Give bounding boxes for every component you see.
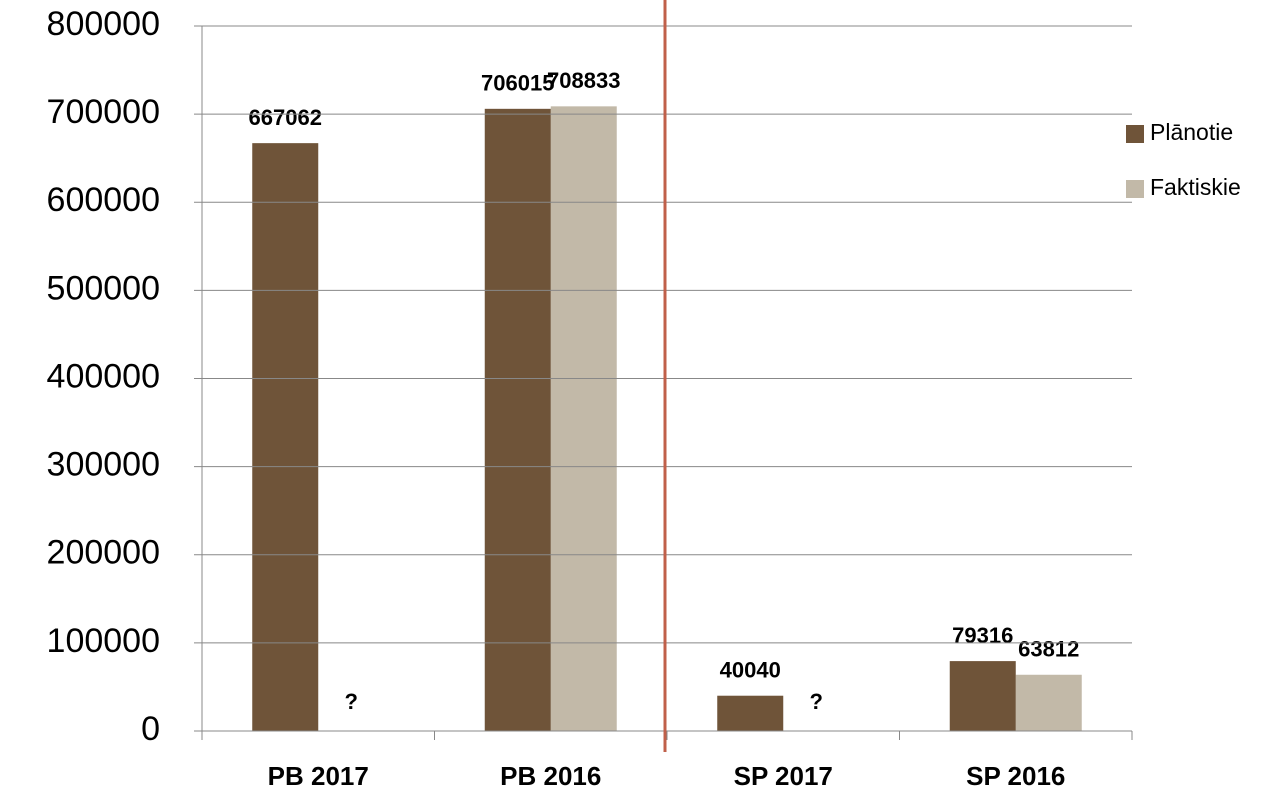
x-tick-label: PB 2017 (268, 761, 369, 791)
y-tick-label: 400000 (47, 357, 160, 395)
value-label: 79316 (952, 623, 1013, 648)
x-tick-label: SP 2016 (966, 761, 1065, 791)
bar (550, 106, 617, 731)
legend-label: Faktiskie (1150, 174, 1241, 200)
bar (717, 695, 784, 731)
value-label: ? (345, 689, 358, 714)
x-tick-label: SP 2017 (734, 761, 833, 791)
bar (484, 108, 551, 731)
y-tick-label: 600000 (47, 181, 160, 219)
bar (1015, 674, 1082, 731)
legend-label: Plānotie (1150, 119, 1233, 145)
y-tick-label: 100000 (47, 622, 160, 660)
value-label: 63812 (1018, 637, 1079, 662)
legend-swatch (1126, 125, 1144, 143)
value-label: 667062 (249, 105, 322, 130)
x-tick-label: PB 2016 (500, 761, 601, 791)
y-tick-label: 0 (141, 710, 160, 748)
legend-swatch (1126, 180, 1144, 198)
value-label: 708833 (547, 68, 620, 93)
y-tick-label: 200000 (47, 534, 160, 572)
y-tick-label: 700000 (47, 93, 160, 131)
bar (252, 143, 319, 731)
bar (949, 661, 1016, 731)
value-label: 40040 (720, 658, 781, 683)
y-tick-label: 800000 (47, 5, 160, 43)
value-label: ? (810, 689, 823, 714)
value-label: 706015 (481, 71, 554, 96)
y-tick-label: 500000 (47, 269, 160, 307)
y-tick-label: 300000 (47, 446, 160, 484)
